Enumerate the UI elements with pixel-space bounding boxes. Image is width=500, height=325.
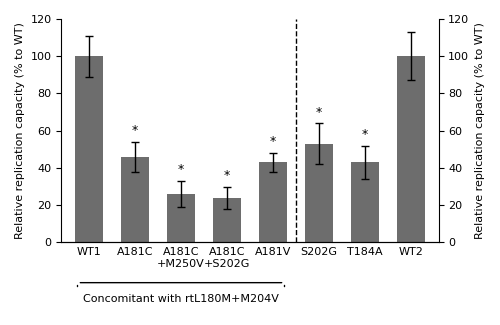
Bar [351,162,379,242]
Y-axis label: Relative replication capacity (% to WT): Relative replication capacity (% to WT) [15,22,25,239]
Bar [213,198,241,242]
Y-axis label: Relative replication capacity (% to WT): Relative replication capacity (% to WT) [475,22,485,239]
Text: *: * [178,163,184,176]
Text: *: * [270,136,276,149]
Bar [167,194,195,242]
Bar [305,144,333,242]
Text: *: * [132,124,138,137]
Text: *: * [316,106,322,119]
Bar [121,157,149,242]
Bar [259,162,287,242]
Text: *: * [362,128,368,141]
Bar [75,56,103,242]
Bar [397,56,425,242]
Text: *: * [224,169,230,182]
Text: Concomitant with rtL180M+M204V: Concomitant with rtL180M+M204V [83,294,279,304]
